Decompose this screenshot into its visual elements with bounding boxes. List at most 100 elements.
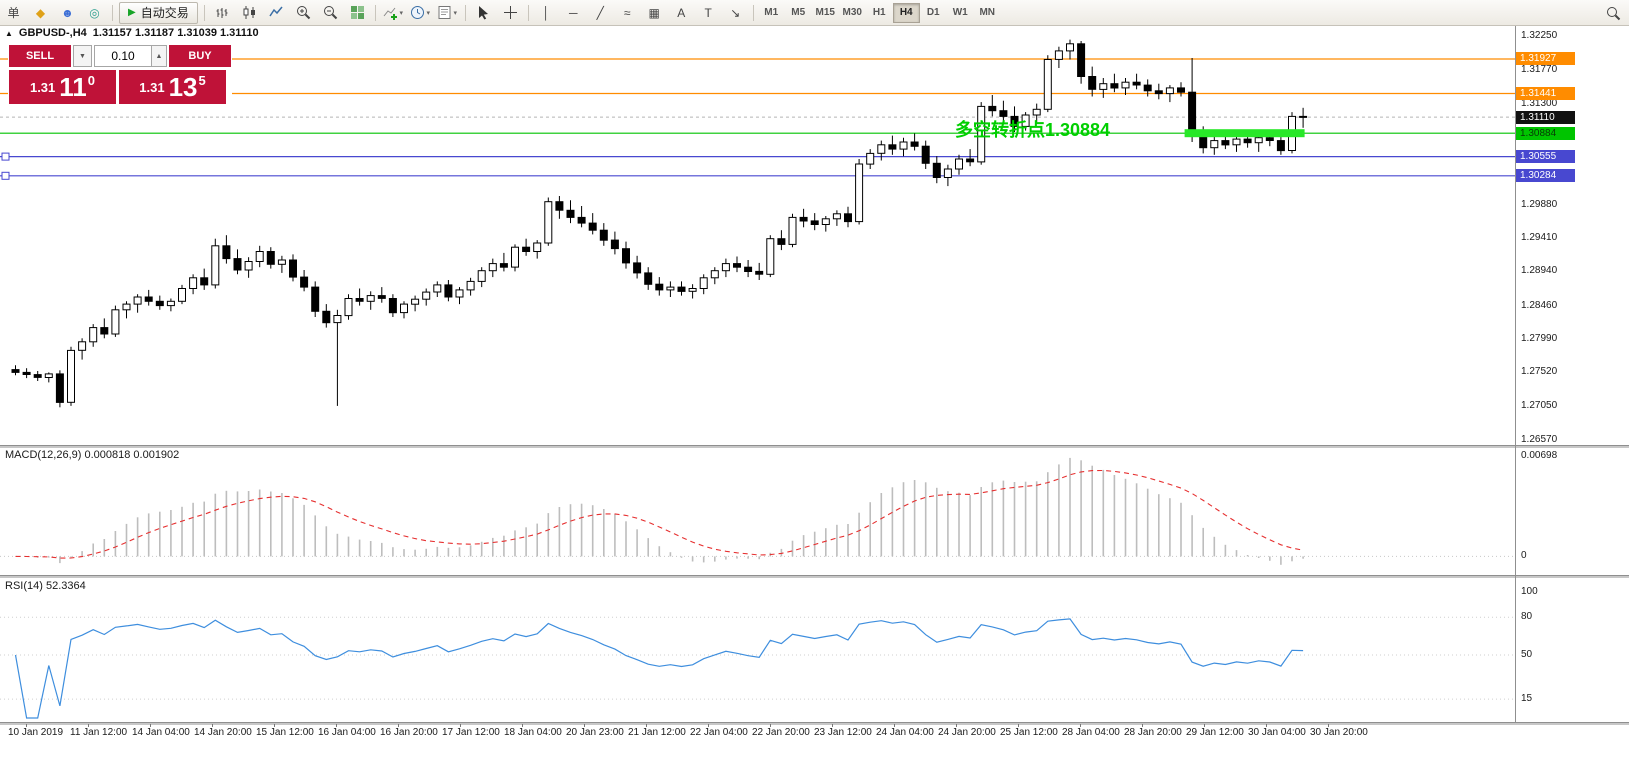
time-axis-label: 16 Jan 04:00 — [318, 727, 376, 738]
timeframe-button-MN[interactable]: MN — [979, 7, 995, 18]
macd-indicator-label: MACD(12,26,9) 0.000818 0.001902 — [5, 449, 180, 461]
price-tag-1.30884[interactable]: 1.30884 — [1516, 126, 1575, 140]
time-axis-label: 24 Jan 04:00 — [876, 727, 934, 738]
time-axis-tick — [708, 724, 709, 727]
chevron-down-icon: ▾ — [399, 9, 403, 17]
time-axis-label: 14 Jan 04:00 — [132, 727, 190, 738]
price-tag-1.31927[interactable]: 1.31927 — [1516, 52, 1575, 66]
time-axis-tick — [1080, 724, 1081, 727]
arrows-icon[interactable]: ↘ — [730, 5, 741, 20]
web-terminal-icon[interactable]: ◎ — [89, 5, 100, 20]
volume-stepper-up[interactable]: ▲ — [152, 45, 167, 67]
price-axis-label: 1.32250 — [1521, 30, 1558, 41]
play-icon: ▶ — [128, 7, 136, 18]
text-icon[interactable]: A — [677, 5, 686, 20]
pivot-annotation-text[interactable]: 多空转折点1.30884 — [955, 120, 1111, 140]
auto-trading-button[interactable]: ▶ 自动交易 — [119, 1, 198, 24]
timeframe-button-W1[interactable]: W1 — [952, 7, 968, 18]
time-axis-tick — [1266, 724, 1267, 727]
line-chart-icon[interactable] — [264, 2, 289, 24]
time-axis-label: 10 Jan 2019 — [8, 727, 64, 738]
line-anchor-handle[interactable] — [1, 152, 10, 161]
price-tag-1.30284[interactable]: 1.30284 — [1516, 169, 1575, 183]
rsi-axis-level-label: 15 — [1521, 693, 1533, 705]
sell-price-base: 1.31 — [29, 79, 56, 95]
chevron-down-icon: ▼ — [79, 52, 86, 60]
order-type-dropdown[interactable]: ▼ — [73, 45, 92, 67]
sell-price-point: 0 — [87, 72, 96, 88]
text-label-icon[interactable]: T — [704, 5, 712, 20]
periods-icon[interactable]: ▾ — [408, 2, 433, 24]
objects-icon[interactable]: ▦ — [648, 5, 660, 20]
time-axis-tick — [26, 724, 27, 727]
current-price-tag[interactable]: 1.31110 — [1516, 110, 1575, 124]
timeframe-button-D1[interactable]: D1 — [926, 7, 940, 18]
toolbar-separator — [464, 4, 466, 21]
price-axis-label: 1.28940 — [1521, 265, 1558, 277]
sell-price-display[interactable]: 1.31 11 0 — [9, 70, 116, 104]
time-axis-tick — [770, 724, 771, 727]
toolbar-separator — [527, 4, 529, 21]
cursor-icon[interactable] — [471, 2, 496, 24]
time-axis-label: 22 Jan 20:00 — [752, 727, 810, 738]
time-axis-tick — [398, 724, 399, 727]
rsi-indicator-label: RSI(14) 52.3364 — [5, 580, 86, 592]
add-indicator-icon[interactable]: ▾ — [381, 2, 406, 24]
candlestick-chart-icon[interactable] — [237, 2, 262, 24]
buy-price-display[interactable]: 1.31 13 5 — [119, 70, 226, 104]
timeframe-button-M1[interactable]: M1 — [764, 7, 779, 18]
fibonacci-icon[interactable]: ≈ — [623, 5, 631, 20]
price-axis-label: 1.27520 — [1521, 366, 1558, 378]
zoom-out-icon[interactable] — [318, 2, 343, 24]
one-click-expander-icon[interactable]: ▲ — [5, 28, 13, 38]
toolbar-separator — [203, 4, 205, 21]
time-axis-tick — [1204, 724, 1205, 727]
buy-button[interactable]: BUY — [169, 45, 231, 67]
rsi-axis-level-label: 100 — [1521, 586, 1538, 597]
timeframe-button-M30[interactable]: M30 — [842, 7, 862, 18]
pivot-highlight-segment[interactable] — [1184, 129, 1305, 138]
toolbar-separator — [112, 4, 113, 21]
volume-input[interactable] — [94, 45, 152, 67]
time-axis-tick — [1018, 724, 1019, 727]
timeframe-button-H4[interactable]: H4 — [892, 2, 920, 23]
market-watch-icon[interactable]: ☻ — [61, 5, 74, 20]
time-axis-tick — [1328, 724, 1329, 727]
bar-chart-icon[interactable] — [210, 2, 235, 24]
time-axis-tick — [522, 724, 523, 727]
price-axis-label: 1.27050 — [1521, 399, 1558, 411]
price-tag-1.31441[interactable]: 1.31441 — [1516, 87, 1575, 101]
horizontal-line-icon[interactable]: ─ — [568, 5, 578, 20]
panel-splitter-rsi[interactable] — [0, 575, 1629, 578]
search-icon[interactable] — [1601, 2, 1626, 24]
rsi-line — [14, 618, 1304, 719]
crosshair-icon[interactable] — [498, 2, 523, 24]
buy-price-pips: 13 — [168, 72, 198, 102]
zoom-in-icon[interactable] — [291, 2, 316, 24]
time-axis-tick — [584, 724, 585, 727]
timeframe-button-M5[interactable]: M5 — [791, 7, 806, 18]
chart-ohlc-header: ▲ GBPUSD-,H4 1.31157 1.31187 1.31039 1.3… — [5, 27, 259, 39]
sell-button[interactable]: SELL — [9, 45, 71, 67]
price-axis-label: 1.31300 — [1521, 97, 1558, 109]
tile-windows-icon[interactable] — [345, 2, 370, 24]
timeframe-button-H1[interactable]: H1 — [872, 7, 886, 18]
vertical-line-icon[interactable]: │ — [542, 5, 550, 20]
price-axis-label: 1.26570 — [1521, 434, 1558, 445]
timeframe-button-M15[interactable]: M15 — [815, 7, 835, 18]
time-axis-label: 16 Jan 20:00 — [380, 727, 438, 738]
price-tag-1.30555[interactable]: 1.30555 — [1516, 150, 1575, 164]
time-axis-label: 23 Jan 12:00 — [814, 727, 872, 738]
trendline-icon[interactable]: ╱ — [596, 5, 604, 20]
time-axis-tick — [646, 724, 647, 727]
time-axis-tick — [460, 724, 461, 727]
price-axis-label: 1.29410 — [1521, 232, 1558, 243]
line-anchor-handle[interactable] — [1, 171, 10, 180]
panel-splitter-macd[interactable] — [0, 445, 1629, 448]
time-axis-label: 30 Jan 20:00 — [1310, 727, 1368, 738]
price-axis-label: 1.27990 — [1521, 333, 1558, 344]
metaeditor-icon[interactable]: ◆ — [35, 5, 46, 20]
templates-icon[interactable]: ▾ — [435, 2, 460, 24]
new-order-icon[interactable]: 单 — [7, 6, 20, 20]
